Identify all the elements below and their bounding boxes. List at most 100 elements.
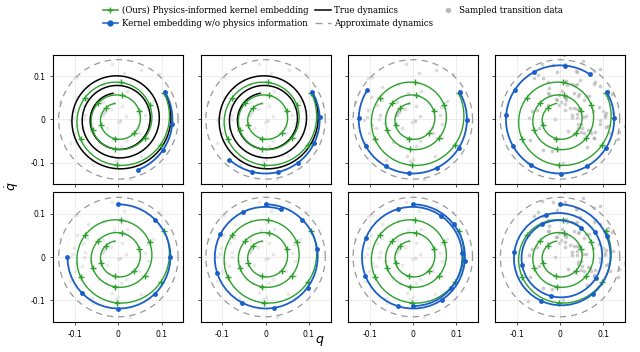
Point bbox=[250, 125, 260, 130]
Point bbox=[572, 106, 582, 112]
Point bbox=[372, 102, 383, 108]
Point bbox=[220, 212, 230, 218]
Point bbox=[573, 93, 584, 99]
Point bbox=[405, 158, 415, 164]
Point bbox=[554, 240, 564, 245]
Point bbox=[442, 236, 452, 242]
Point bbox=[556, 237, 566, 243]
Point bbox=[437, 121, 447, 126]
Point bbox=[415, 276, 426, 282]
Point bbox=[287, 250, 298, 256]
Point bbox=[100, 281, 111, 286]
Point bbox=[257, 238, 267, 244]
Point bbox=[106, 244, 116, 250]
Point bbox=[367, 260, 377, 266]
Point bbox=[234, 157, 244, 163]
Point bbox=[572, 244, 582, 249]
Point bbox=[561, 234, 572, 240]
Point bbox=[367, 122, 377, 128]
Point bbox=[115, 255, 125, 260]
Point bbox=[543, 102, 553, 108]
Point bbox=[284, 205, 294, 210]
Point bbox=[100, 143, 111, 149]
Point bbox=[410, 117, 420, 123]
Point bbox=[269, 226, 279, 232]
Point bbox=[572, 69, 582, 75]
Point bbox=[244, 112, 255, 117]
Point bbox=[575, 243, 585, 249]
Point bbox=[392, 99, 403, 105]
Point bbox=[367, 212, 377, 218]
Point bbox=[397, 125, 407, 130]
Point bbox=[589, 129, 600, 135]
Point bbox=[107, 61, 117, 67]
Point bbox=[86, 121, 96, 126]
Point bbox=[595, 259, 605, 265]
Point bbox=[216, 245, 226, 251]
Point bbox=[560, 94, 570, 99]
Point bbox=[264, 240, 274, 246]
Point bbox=[590, 217, 600, 223]
Point bbox=[260, 119, 270, 124]
Point bbox=[364, 268, 374, 274]
Point bbox=[558, 160, 568, 165]
Point bbox=[79, 254, 90, 260]
Point bbox=[396, 143, 406, 149]
Point bbox=[246, 247, 256, 253]
Point bbox=[113, 156, 124, 162]
Point bbox=[572, 219, 582, 225]
Point bbox=[70, 268, 80, 274]
Point bbox=[82, 98, 92, 103]
Point bbox=[280, 263, 290, 269]
Point bbox=[244, 112, 254, 118]
Point bbox=[102, 262, 113, 268]
Point bbox=[598, 245, 609, 251]
Point bbox=[72, 122, 83, 128]
Text: $\dot{q}$: $\dot{q}$ bbox=[3, 182, 20, 191]
Point bbox=[120, 113, 131, 119]
Point bbox=[448, 71, 458, 77]
Point bbox=[70, 130, 80, 136]
Point bbox=[579, 268, 589, 274]
Point bbox=[588, 108, 598, 114]
Point bbox=[254, 61, 264, 67]
Point bbox=[72, 212, 83, 218]
Point bbox=[86, 258, 96, 264]
Point bbox=[65, 140, 75, 146]
Point bbox=[419, 314, 429, 319]
Point bbox=[410, 256, 420, 261]
Point bbox=[562, 82, 572, 87]
Point bbox=[567, 115, 577, 120]
Point bbox=[393, 109, 403, 115]
Point bbox=[403, 227, 413, 233]
Point bbox=[435, 250, 445, 256]
Point bbox=[234, 295, 244, 301]
Point bbox=[572, 207, 582, 212]
Point bbox=[295, 99, 305, 104]
Point bbox=[572, 249, 582, 254]
Point bbox=[525, 137, 536, 143]
Point bbox=[257, 100, 267, 106]
Point bbox=[134, 130, 144, 136]
Point bbox=[620, 260, 630, 266]
Point bbox=[436, 104, 447, 109]
Point bbox=[115, 118, 125, 124]
Point bbox=[132, 126, 143, 131]
Point bbox=[589, 219, 599, 225]
Point bbox=[214, 252, 225, 257]
Point bbox=[377, 84, 387, 90]
Point bbox=[371, 126, 381, 131]
Point bbox=[241, 276, 251, 282]
Point bbox=[544, 91, 554, 96]
Point bbox=[122, 88, 132, 94]
Point bbox=[569, 106, 579, 111]
Point bbox=[400, 244, 410, 250]
Point bbox=[245, 81, 255, 87]
Point bbox=[301, 209, 311, 215]
Point bbox=[556, 99, 566, 105]
Point bbox=[554, 93, 564, 98]
Point bbox=[550, 117, 560, 122]
Point bbox=[82, 235, 92, 241]
Point bbox=[561, 78, 571, 84]
Point bbox=[230, 84, 240, 90]
